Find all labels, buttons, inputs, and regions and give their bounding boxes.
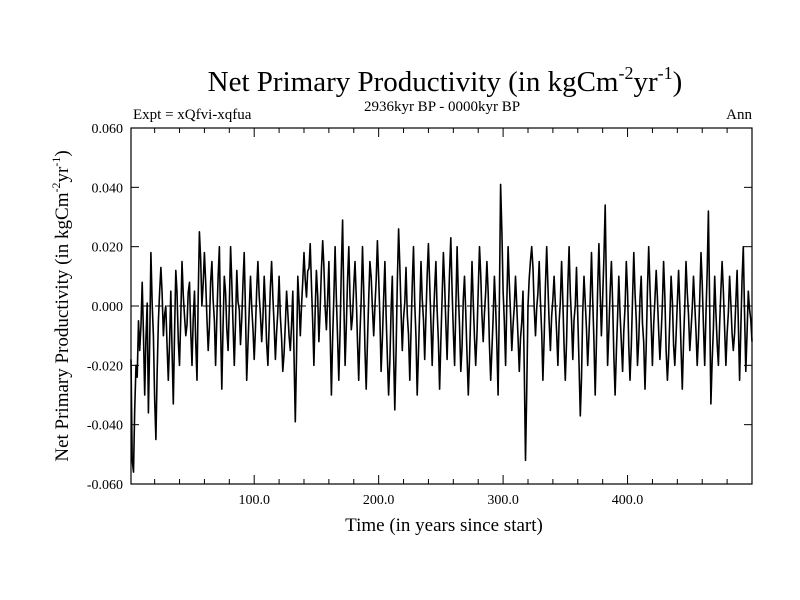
x-tick-label: 100.0 [238, 493, 270, 508]
y-tick-label: -0.020 [87, 359, 123, 374]
y-tick-label: 0.000 [92, 300, 124, 315]
y-tick-label: 0.040 [92, 181, 124, 196]
y-tick-label: 0.060 [92, 122, 124, 137]
x-axis-ticks: 100.0 200.0 300.0 400.0 [154, 128, 728, 508]
x-axis-label: Time (in years since start) [345, 515, 543, 536]
chart-subtitle: 2936kyr BP - 0000kyr BP [364, 99, 520, 115]
chart-title: Net Primary Productivity (in kgCm-2yr-1) [208, 63, 683, 98]
y-axis-ticks: -0.060 -0.040 -0.020 0.000 0.020 0.040 0.060 [87, 122, 752, 493]
experiment-label: Expt = xQfvi-xqfua [133, 107, 252, 123]
y-tick-label: -0.040 [87, 419, 123, 434]
data-series-line [130, 183, 753, 473]
x-tick-label: 200.0 [363, 493, 395, 508]
x-tick-label: 300.0 [487, 493, 519, 508]
y-tick-label: 0.020 [92, 241, 124, 256]
y-axis-label: Net Primary Productivity (in kgCm-2yr-1) [49, 150, 73, 461]
y-tick-label: -0.060 [87, 478, 123, 493]
season-label: Ann [726, 107, 752, 123]
x-tick-label: 400.0 [612, 493, 644, 508]
